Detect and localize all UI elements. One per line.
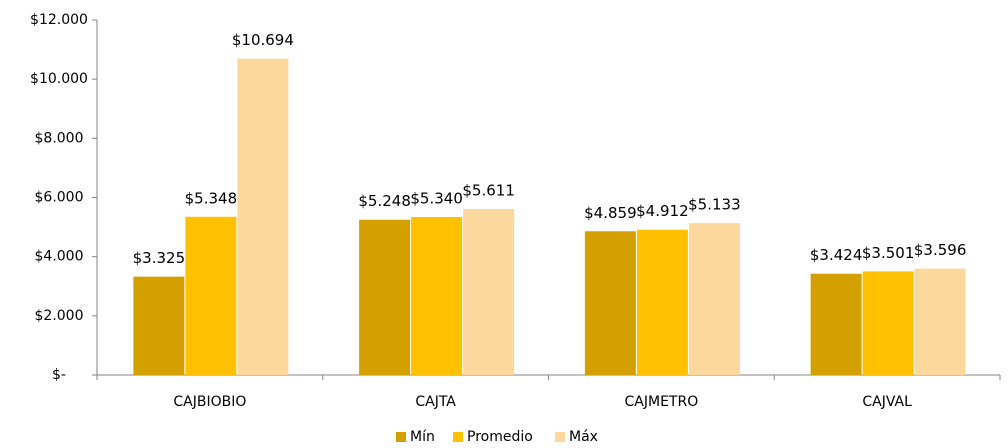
value-label: $4.912 xyxy=(636,202,689,220)
x-tick-label: CAJMETRO xyxy=(625,394,699,410)
y-tick-label: $10.000 xyxy=(30,71,88,87)
legend-swatch xyxy=(396,432,406,442)
legend-swatch xyxy=(453,432,463,442)
value-label: $4.859 xyxy=(584,204,637,222)
bar xyxy=(862,271,914,375)
y-tick-label: $12.000 xyxy=(30,12,88,28)
value-label: $3.501 xyxy=(862,244,915,262)
legend-label: Mín xyxy=(410,429,435,445)
bar xyxy=(636,229,688,375)
bar xyxy=(810,273,862,375)
value-label: $10.694 xyxy=(232,31,294,49)
bar xyxy=(914,268,966,375)
y-tick-label: $6.000 xyxy=(35,190,84,206)
value-label: $3.424 xyxy=(810,246,863,264)
bar xyxy=(584,231,636,375)
legend-swatch xyxy=(555,432,565,442)
legend-label: Promedio xyxy=(467,429,533,445)
value-label: $5.348 xyxy=(185,189,238,207)
value-label: $5.340 xyxy=(410,190,463,208)
x-tick-label: CAJBIOBIO xyxy=(173,394,246,410)
bar xyxy=(185,216,237,375)
legend-label: Máx xyxy=(569,429,598,445)
bar xyxy=(463,209,515,375)
value-label: $3.596 xyxy=(914,241,967,259)
bar xyxy=(688,223,740,375)
bar xyxy=(133,276,185,375)
value-label: $5.133 xyxy=(688,196,741,214)
x-tick-label: CAJVAL xyxy=(862,394,912,410)
bar xyxy=(411,217,463,375)
y-tick-label: $4.000 xyxy=(35,249,84,265)
x-tick-label: CAJTA xyxy=(415,394,456,410)
value-label: $5.248 xyxy=(358,192,411,210)
y-tick-label: $8.000 xyxy=(35,130,84,146)
y-tick-label: $- xyxy=(52,367,66,383)
bar xyxy=(237,58,289,375)
value-label: $5.611 xyxy=(462,182,515,200)
bar xyxy=(359,219,411,375)
y-tick-label: $2.000 xyxy=(35,308,84,324)
value-label: $3.325 xyxy=(133,249,186,267)
